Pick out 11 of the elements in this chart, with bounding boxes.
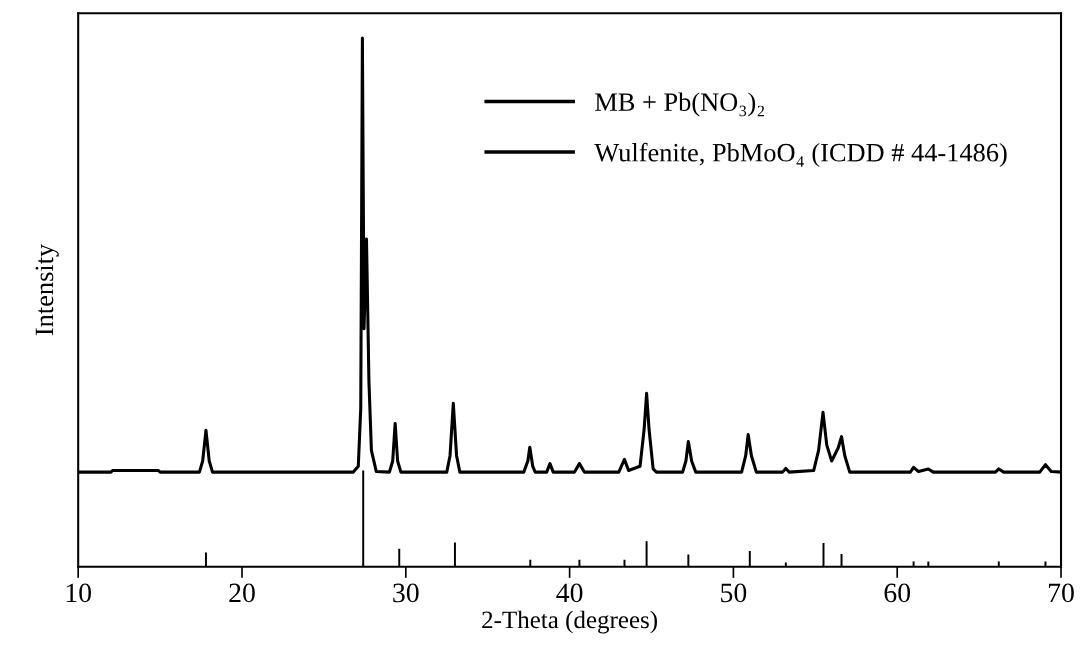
x-tick-label: 60 <box>884 583 911 603</box>
legend-label: Wulfenite, PbMoO₄ (ICDD # 44-1486) <box>594 142 1007 167</box>
x-tick-label: 10 <box>66 583 92 603</box>
x-tick-label: 30 <box>393 583 419 603</box>
x-axis-title: 2-Theta (degrees) <box>482 610 657 634</box>
x-tick-label: 70 <box>1048 583 1074 603</box>
legend-label: MB + Pb(NO₃)₂ <box>595 92 765 117</box>
x-tick-label: 20 <box>229 583 255 603</box>
x-tick-label: 50 <box>721 583 747 603</box>
x-tick-label: 40 <box>556 583 583 603</box>
y-axis-title: Intensity <box>35 243 59 336</box>
